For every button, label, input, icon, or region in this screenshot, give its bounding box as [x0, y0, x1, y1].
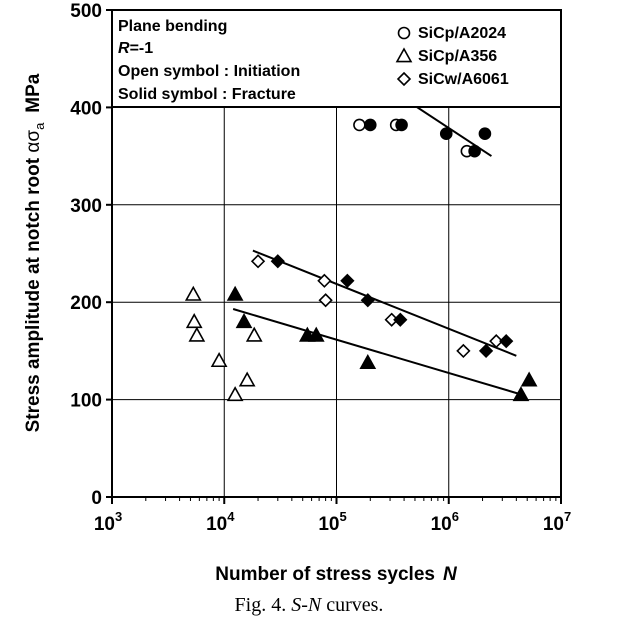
fracture-point	[359, 353, 377, 369]
fracture-point	[270, 254, 285, 269]
stress-ratio-symbol: R	[118, 40, 130, 57]
initiation-point	[317, 273, 332, 288]
fracture-point	[512, 386, 530, 402]
fracture-point	[363, 118, 377, 132]
y-tick-label: 400	[70, 98, 102, 119]
x-tick-label: 105	[318, 509, 346, 535]
x-axis-title: Number of stress sycles N	[215, 564, 458, 585]
fracture-point	[499, 334, 514, 349]
fit-line	[232, 308, 523, 396]
fracture-point	[439, 127, 453, 140]
figure-caption: Fig. 4. S-N curves.	[235, 594, 384, 616]
initiation-point	[184, 285, 202, 301]
x-tick-label: 106	[431, 509, 459, 535]
y-axis-title: Stress amplitude at notch root ασaMPa	[23, 73, 47, 432]
fracture-point	[226, 285, 244, 301]
condition-loading: Plane bending	[118, 18, 227, 35]
initiation-point	[238, 371, 256, 387]
legend-label-sicp-a2024: SiCp/A2024	[418, 25, 506, 42]
initiation-point	[188, 326, 206, 342]
y-tick-label: 200	[70, 293, 102, 314]
fracture-point	[235, 313, 253, 329]
x-tick-label: 103	[94, 509, 122, 535]
initiation-point	[250, 254, 266, 269]
y-tick-label: 0	[91, 488, 102, 509]
initiation-point	[226, 386, 244, 402]
initiation-point	[489, 334, 504, 349]
initiation-point	[245, 326, 263, 342]
legend-marker	[397, 26, 411, 40]
axis-ticks-layer: 103 104 105 106 107 0 100 200 300 400 500	[70, 1, 571, 535]
legend-marker	[395, 47, 413, 63]
legend-markers	[395, 26, 413, 87]
fracture-point	[393, 312, 408, 327]
x-tick-label: 107	[543, 509, 571, 535]
y-tick-label: 100	[70, 391, 102, 412]
fracture-point	[395, 118, 408, 132]
y-tick-label: 500	[70, 1, 102, 22]
initiation-point	[353, 118, 366, 132]
condition-stress-ratio: R=-1	[118, 40, 153, 57]
fit-line	[252, 249, 517, 357]
stress-ratio-value: =-1	[130, 40, 154, 57]
y-tick-label: 300	[70, 196, 102, 217]
fracture-point	[520, 371, 538, 387]
initiation-point	[318, 293, 333, 308]
legend-label-sicw-a6061: SiCw/A6061	[418, 71, 509, 88]
fracture-point	[468, 144, 481, 158]
initiation-point	[185, 313, 203, 329]
x-tick-label: 104	[206, 509, 235, 535]
legend-label-sicp-a356: SiCp/A356	[418, 48, 497, 65]
initiation-point	[456, 343, 471, 359]
initiation-point	[210, 351, 228, 368]
fracture-point	[340, 273, 355, 288]
fracture-point	[360, 293, 375, 308]
condition-solid-symbol: Solid symbol : Fracture	[118, 86, 296, 103]
condition-open-symbol: Open symbol : Initiation	[118, 63, 300, 80]
legend-marker	[396, 71, 412, 87]
fracture-point	[478, 343, 494, 359]
fracture-point	[478, 127, 492, 140]
fracture-point	[307, 326, 325, 342]
